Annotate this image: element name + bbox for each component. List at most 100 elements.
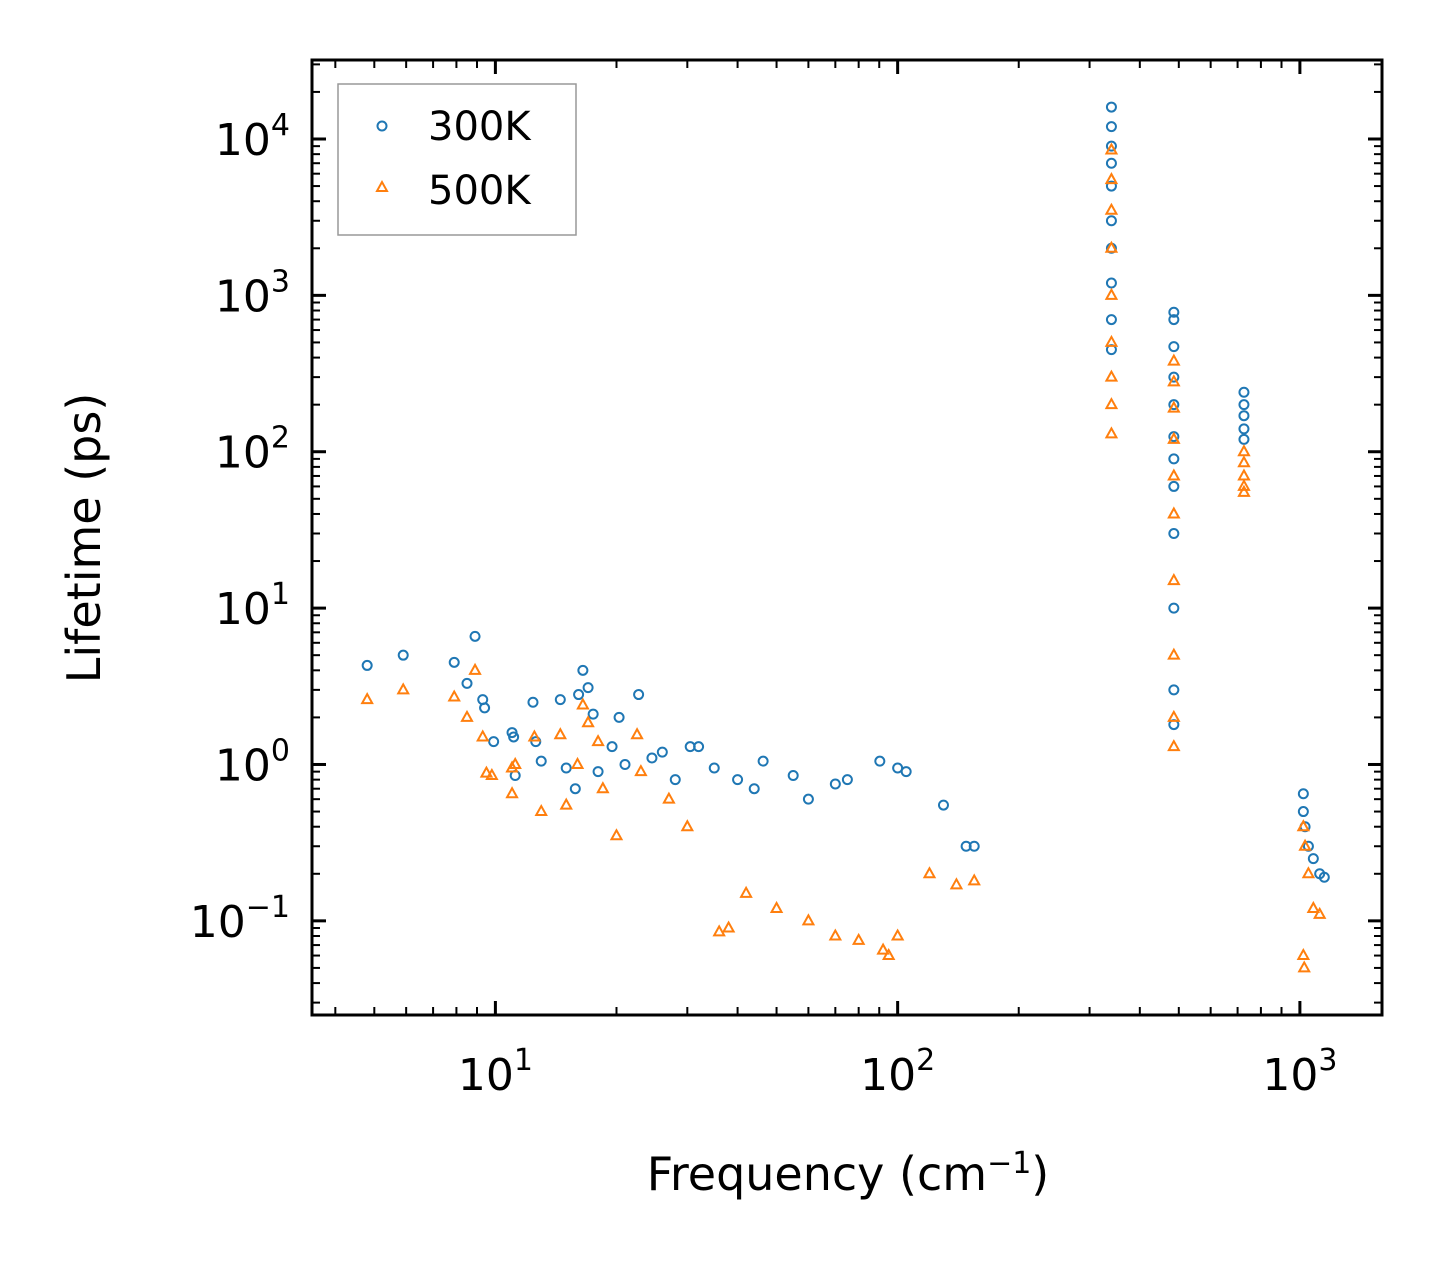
- point-500k: [505, 786, 519, 799]
- point-500k: [1104, 240, 1119, 253]
- point-500k: [1296, 947, 1311, 961]
- point-300k: [1238, 423, 1250, 435]
- point-300k: [1318, 871, 1330, 883]
- point-300k: [1168, 341, 1180, 353]
- point-500k: [630, 727, 644, 740]
- point-500k: [479, 765, 494, 778]
- point-300k: [1238, 433, 1250, 445]
- point-300k: [1297, 806, 1309, 818]
- point-300k: [1238, 386, 1250, 398]
- point-300k: [569, 783, 581, 795]
- point-300k: [1168, 480, 1180, 492]
- point-500k: [1296, 819, 1311, 832]
- point-300k: [1105, 157, 1117, 169]
- point-300k: [606, 741, 618, 753]
- point-500k: [1237, 478, 1251, 491]
- point-500k: [1104, 202, 1119, 215]
- point-500k: [1104, 369, 1119, 382]
- point-500k: [1167, 468, 1181, 481]
- major-ticks: [312, 60, 1382, 1015]
- series-500k: [360, 142, 1327, 973]
- point-500k: [1297, 960, 1311, 973]
- point-500k: [680, 819, 695, 832]
- point-300k: [448, 656, 460, 668]
- point-300k: [613, 711, 625, 723]
- y-tick-label: 100: [215, 733, 290, 791]
- point-300k: [1168, 399, 1180, 411]
- point-300k: [1105, 121, 1117, 133]
- point-500k: [534, 803, 548, 817]
- x-tick-label: 101: [458, 1043, 533, 1101]
- point-300k: [577, 664, 589, 676]
- point-500k: [1167, 353, 1181, 366]
- point-500k: [1167, 647, 1181, 660]
- y-tick-labels: 10−1 100 101 102 103 104: [190, 108, 290, 948]
- point-300k: [397, 649, 409, 661]
- legend-marker-500k: [375, 179, 389, 192]
- point-500k: [828, 928, 843, 941]
- point-500k: [447, 689, 461, 702]
- legend-label-300k: 300K: [428, 104, 532, 150]
- y-tick-label: 101: [215, 577, 290, 635]
- y-axis-title: Lifetime (ps): [57, 393, 111, 684]
- point-500k: [570, 756, 585, 769]
- point-300k: [554, 694, 566, 706]
- point-500k: [876, 942, 890, 955]
- point-300k: [1168, 528, 1180, 540]
- y-tick-label: 10−1: [190, 890, 290, 948]
- point-500k: [553, 727, 568, 740]
- point-500k: [1104, 172, 1119, 185]
- point-500k: [576, 697, 590, 710]
- point-300k: [802, 793, 814, 805]
- point-300k: [1168, 371, 1180, 383]
- point-500k: [890, 928, 905, 941]
- point-500k: [581, 715, 595, 728]
- point-300k: [527, 696, 539, 708]
- point-500k: [1104, 426, 1119, 439]
- point-500k: [967, 873, 981, 886]
- y-tick-label: 103: [215, 264, 290, 322]
- point-300k: [1238, 410, 1250, 422]
- point-300k: [592, 766, 604, 778]
- data-points: [360, 101, 1330, 973]
- point-500k: [460, 709, 474, 722]
- point-500k: [739, 885, 753, 898]
- point-500k: [922, 866, 937, 879]
- point-300k: [669, 774, 681, 786]
- point-500k: [1237, 455, 1251, 468]
- point-300k: [693, 741, 705, 753]
- point-300k: [508, 731, 520, 743]
- point-500k: [769, 900, 784, 913]
- point-500k: [949, 877, 964, 890]
- x-tick-label: 102: [860, 1043, 935, 1101]
- point-500k: [559, 797, 573, 810]
- point-300k: [582, 682, 594, 694]
- point-500k: [801, 913, 816, 926]
- point-300k: [874, 755, 886, 767]
- point-500k: [1167, 506, 1181, 519]
- point-300k: [1307, 853, 1319, 865]
- legend-marker-300k: [376, 120, 388, 132]
- point-500k: [1306, 900, 1321, 913]
- point-500k: [485, 767, 499, 781]
- point-500k: [591, 734, 605, 747]
- x-tick-labels: 101 102 103: [458, 1043, 1338, 1101]
- point-300k: [1168, 314, 1180, 326]
- point-300k: [829, 778, 841, 790]
- point-300k: [1105, 140, 1117, 152]
- point-300k: [535, 755, 547, 767]
- point-300k: [841, 774, 853, 786]
- point-500k: [1167, 709, 1181, 722]
- point-500k: [1301, 866, 1316, 879]
- point-300k: [619, 758, 631, 770]
- point-300k: [1105, 215, 1117, 227]
- point-300k: [587, 708, 599, 720]
- point-300k: [900, 766, 912, 778]
- point-300k: [573, 689, 585, 701]
- point-300k: [748, 783, 760, 795]
- point-300k: [656, 746, 668, 758]
- point-300k: [646, 752, 658, 764]
- point-500k: [1104, 334, 1119, 347]
- point-500k: [1167, 573, 1181, 586]
